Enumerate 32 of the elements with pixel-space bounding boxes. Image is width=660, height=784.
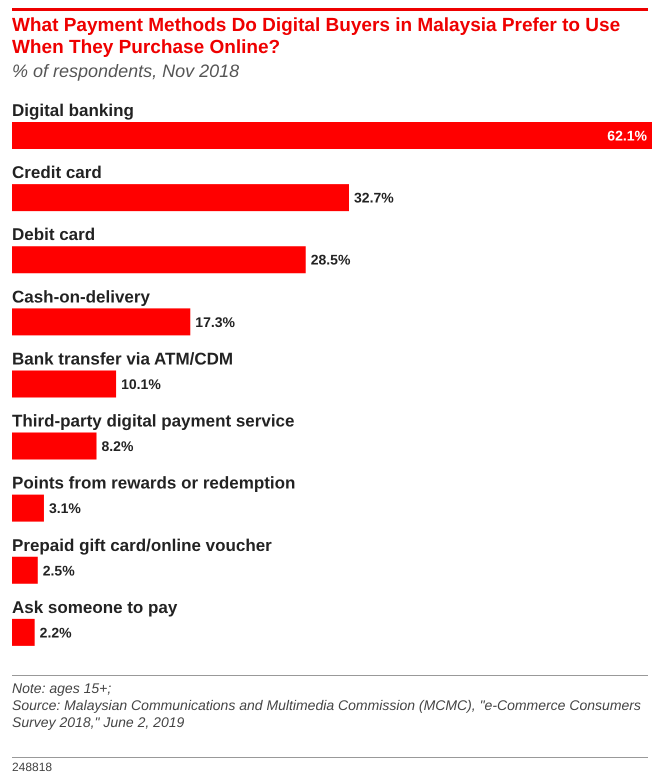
data-label: 10.1% [121, 376, 162, 392]
y-tick-label: Debit card [12, 225, 96, 244]
y-tick-label: Points from rewards or redemption [12, 474, 296, 493]
y-tick-label: Credit card [12, 163, 102, 182]
bar [12, 432, 97, 460]
data-label: 2.5% [42, 562, 76, 578]
data-label: 28.5% [310, 252, 351, 268]
y-tick-label: Cash-on-delivery [12, 287, 150, 306]
y-tick-label: Ask someone to pay [12, 598, 178, 617]
bar [12, 122, 652, 149]
bar [12, 618, 35, 646]
bar [12, 556, 38, 584]
y-tick-label: Digital banking [12, 101, 134, 120]
bar [12, 184, 350, 212]
data-label: 3.1% [48, 500, 82, 516]
chart-title: What Payment Methods Do Digital Buyers in Malaysia Prefer to Use When They Purchase Online? [12, 15, 622, 59]
y-tick-label: Third-party digital payment service [12, 412, 294, 431]
data-label: 32.7% [354, 190, 394, 206]
y-tick-label: Bank transfer via ATM/CDM [12, 349, 234, 368]
data-label: 17.3% [195, 314, 236, 330]
bar [12, 494, 44, 522]
text: Note: ages 15+; [12, 680, 112, 697]
source-note: Source: Malaysian Communications and Multimedia Commission (MCMC), "e-Commerce Consumers Survey 2018," June 2, 2019 [12, 697, 642, 731]
data-label: 2.2% [40, 624, 72, 640]
chart-subtitle: % of respondents, Nov 2018 [12, 61, 240, 82]
bar [12, 370, 116, 398]
data-label: 62.1% [607, 128, 648, 144]
data-label: 8.2% [102, 438, 134, 454]
y-tick-label: Prepaid gift card/online voucher [12, 536, 272, 555]
text: 248818 [12, 757, 648, 774]
bar [12, 246, 306, 274]
bar [12, 308, 190, 336]
